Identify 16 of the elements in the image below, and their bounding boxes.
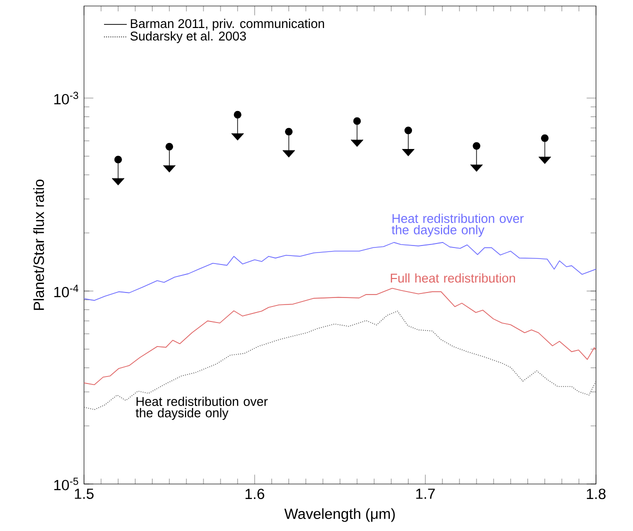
- x-tick-label: 1.6: [246, 488, 264, 500]
- line-series: [84, 242, 596, 301]
- y-tick-label: 10$^{-3}$: [54, 92, 78, 104]
- annotation: Heat redistribution over the dayside only: [392, 214, 524, 237]
- x-axis-title: Wavelength (μm): [284, 508, 395, 522]
- line-series: [84, 288, 596, 386]
- y-axis-title: Planet/Star flux ratio: [33, 180, 44, 310]
- x-tick-label: 1.8: [586, 488, 606, 500]
- y-tick-label: 10$^{-4}$: [54, 284, 78, 298]
- annotation: Barman 2011, priv. communication: [130, 18, 324, 31]
- annotation: Sudarsky et al. 2003: [130, 31, 246, 44]
- x-tick-label: 1.5: [74, 488, 94, 499]
- x-tick-label: 1.7: [416, 488, 435, 499]
- annotation: Full heat redistribution: [390, 273, 516, 283]
- line-series: [84, 310, 596, 410]
- annotation: Heat redistribution over the dayside only: [136, 396, 268, 420]
